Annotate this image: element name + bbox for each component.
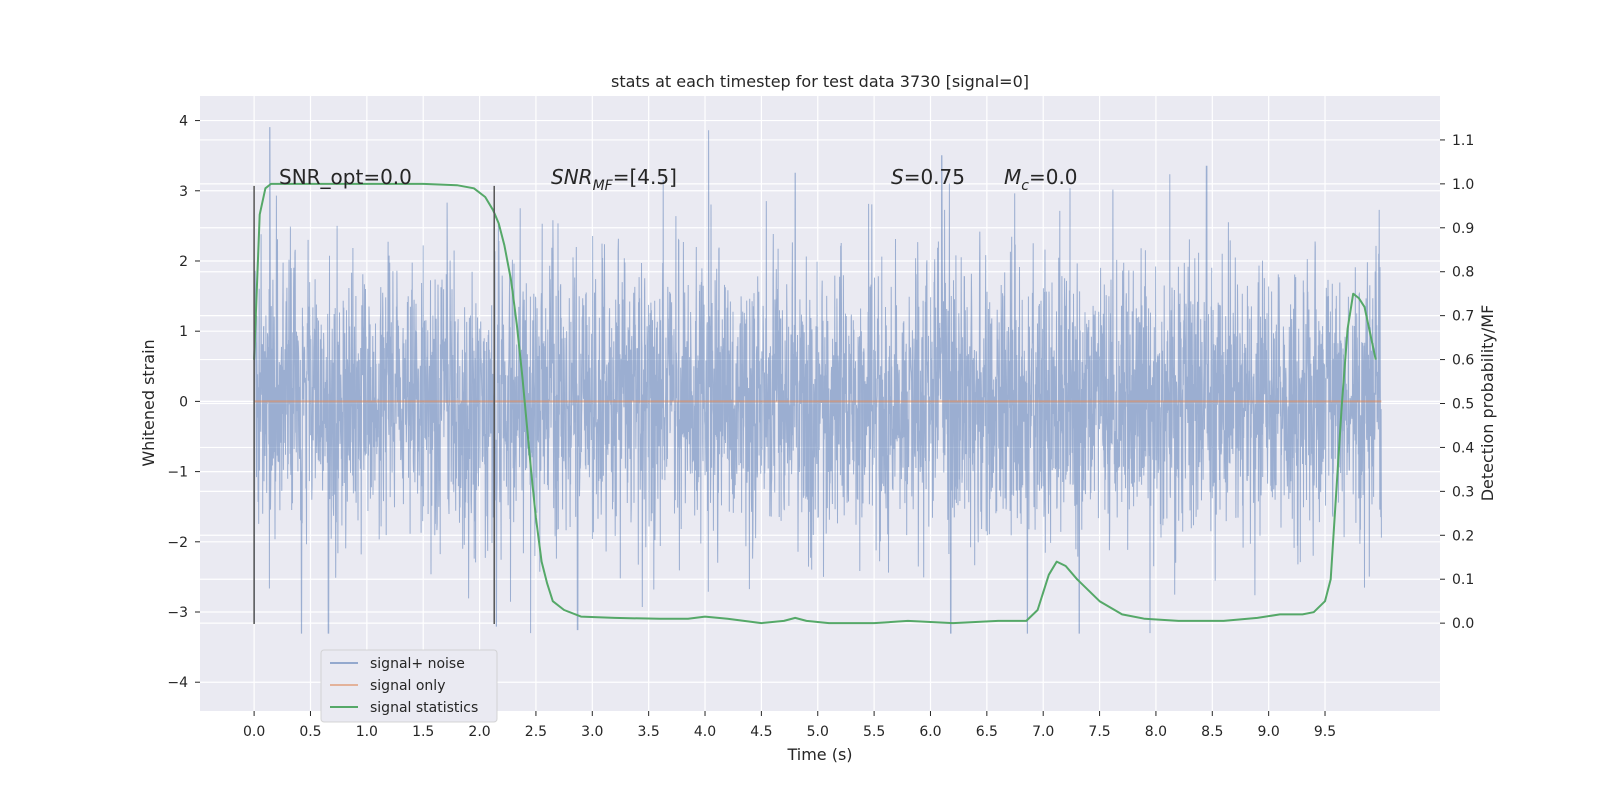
x-tick-label: 1.0: [356, 724, 378, 740]
x-tick-label: 8.5: [1201, 724, 1223, 740]
annotations: SNR_opt=0.0 SNRMF=[4.5] S=0.75 Mc=0.0: [279, 165, 1078, 194]
annotation-s: S=0.75: [891, 165, 965, 189]
x-tick-label: 1.5: [412, 724, 434, 740]
legend-label-signal-statistics: signal statistics: [370, 700, 478, 716]
x-tick-label: 2.0: [468, 724, 490, 740]
x-tick-label: 7.5: [1088, 724, 1110, 740]
legend-label-signal-noise: signal+ noise: [370, 656, 465, 672]
x-tick-label: 5.5: [863, 724, 885, 740]
y-right-tick-label: 1.0: [1452, 177, 1474, 193]
annotation-mc-base: M: [1004, 165, 1021, 189]
x-axis-ticks: 0.0 0.5 1.0 1.5 2.0 2.5 3.0 3.5 4.0 4.5 5.0 5.5 6.0 6…: [243, 711, 1336, 740]
x-tick-label: 9.5: [1314, 724, 1336, 740]
annotation-snr-mf-base: SNR: [551, 165, 593, 189]
signal-noise-series: [253, 127, 1382, 634]
y-tick-label: 4: [179, 114, 188, 130]
signal-statistics-series: [253, 182, 1377, 625]
legend-label-signal-only: signal only: [370, 678, 445, 694]
legend-box: [320, 649, 498, 723]
y-right-tick-label: 1.1: [1452, 133, 1474, 149]
annotation-snr-mf-sub: MF: [593, 178, 614, 194]
x-tick-label: 4.5: [750, 724, 772, 740]
annotation-snr-opt: SNR_opt=0.0: [279, 165, 412, 189]
annotation-s-value: =0.75: [904, 165, 965, 189]
y-right-tick-label: 0.4: [1452, 440, 1474, 456]
annotation-mc-sub: c: [1021, 178, 1029, 194]
y-right-tick-label: 0.9: [1452, 221, 1474, 237]
x-tick-label: 2.5: [525, 724, 547, 740]
y-tick-label: 0: [179, 394, 188, 410]
y-tick-label: −2: [167, 535, 188, 551]
x-tick-label: 9.0: [1258, 724, 1280, 740]
x-axis-label: Time (s): [786, 745, 852, 764]
y-right-tick-label: 0.3: [1452, 484, 1474, 500]
annotation-snr-mf: SNRMF=[4.5]: [551, 165, 677, 194]
marker-lines: [253, 185, 495, 624]
annotation-s-base: S: [891, 165, 904, 189]
signal-noise-line: [253, 127, 1382, 634]
y-right-tick-label: 0.1: [1452, 572, 1474, 588]
x-tick-label: 5.0: [807, 724, 829, 740]
y-right-tick-label: 0.8: [1452, 265, 1474, 281]
y-right-tick-label: 0.0: [1452, 616, 1474, 632]
y-right-tick-label: 0.6: [1452, 353, 1474, 369]
y-tick-label: −3: [167, 605, 188, 621]
annotation-mc-value: =0.0: [1029, 165, 1078, 189]
y-right-tick-label: 0.5: [1452, 397, 1474, 413]
y-tick-label: 2: [179, 254, 188, 270]
x-tick-label: 6.5: [976, 724, 998, 740]
x-tick-label: 3.0: [581, 724, 603, 740]
x-tick-label: 0.0: [243, 724, 265, 740]
x-tick-label: 6.0: [919, 724, 941, 740]
y-axis-ticks: −4 −3 −2 −1 0 1 2 3 4: [167, 114, 200, 691]
x-tick-label: 3.5: [638, 724, 660, 740]
y-right-tick-label: 0.2: [1452, 528, 1474, 544]
annotation-snr-mf-value: =[4.5]: [613, 165, 677, 189]
y-axis-label: Whitened strain: [139, 339, 158, 466]
x-tick-label: 4.0: [694, 724, 716, 740]
x-tick-label: 0.5: [299, 724, 321, 740]
y-right-axis-label: Detection probability/MF: [1478, 305, 1497, 502]
signal-statistics-line: [253, 182, 1377, 625]
y-tick-label: 3: [179, 184, 188, 200]
y-tick-label: −4: [167, 675, 188, 691]
legend: signal+ noise signal only signal statist…: [320, 649, 498, 723]
y-tick-label: 1: [179, 324, 188, 340]
x-tick-label: 8.0: [1145, 724, 1167, 740]
annotation-mc: Mc=0.0: [1004, 165, 1078, 194]
y-tick-label: −1: [167, 465, 188, 481]
x-tick-label: 7.0: [1032, 724, 1054, 740]
y-right-axis-ticks: 0.0 0.1 0.2 0.3 0.4 0.5 0.6 0.7 0.8 0.9 1.0 1.1: [1440, 133, 1474, 632]
chart-title: stats at each timestep for test data 373…: [611, 72, 1029, 91]
y-right-tick-label: 0.7: [1452, 309, 1474, 325]
